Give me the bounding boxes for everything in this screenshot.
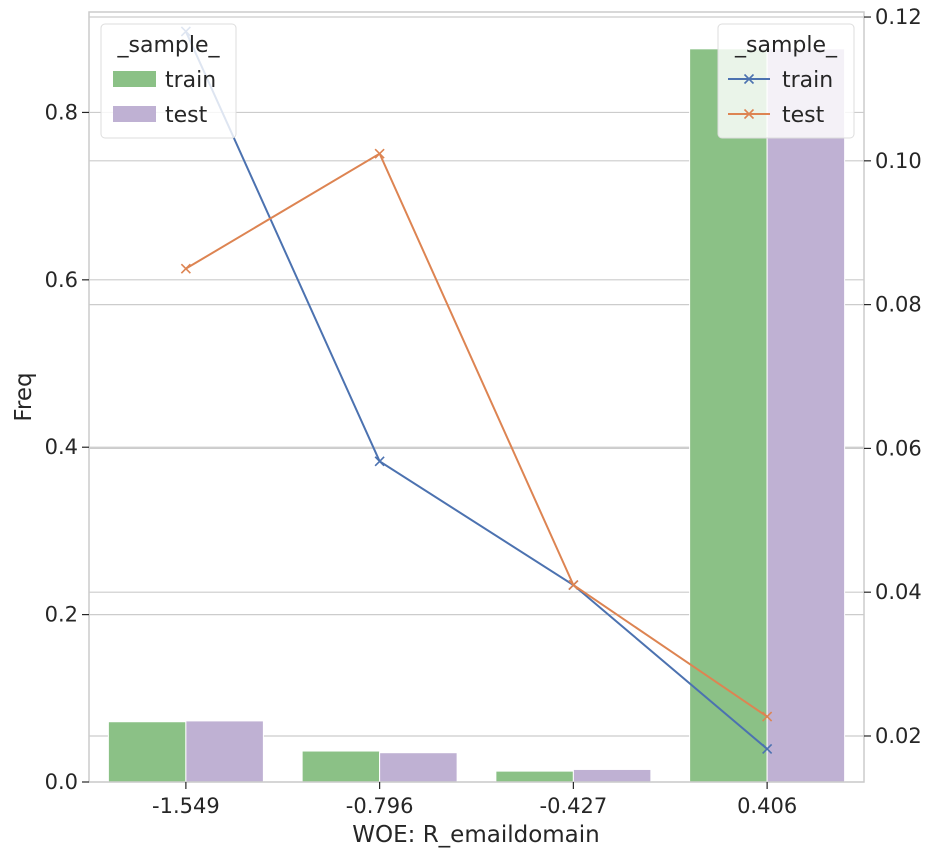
marker-test-1 (374, 148, 385, 159)
legend-title: _sample_ (117, 33, 221, 58)
legend-swatch-test (113, 106, 156, 122)
left-y-ticks: 0.0 0.2 0.4 0.6 0.8 (45, 100, 89, 794)
plot-frame (88, 11, 865, 783)
marker-train-3 (762, 743, 773, 754)
legend-lines: _sample_train test (717, 23, 855, 139)
marker-test-2 (568, 579, 579, 591)
lines (180, 26, 773, 754)
bar-train-1 (301, 750, 381, 783)
bar-test-2 (572, 768, 652, 783)
left-tick-label-1: 0.2 (45, 603, 78, 627)
bar-test-0 (185, 720, 264, 783)
legend-label-train: train (165, 68, 216, 93)
bar-test-1 (379, 752, 458, 783)
right-tick-label-0: 0.02 (875, 724, 922, 748)
line-test (185, 152, 768, 718)
right-tick-label-1: 0.04 (875, 580, 922, 604)
legend-marker-train (743, 73, 755, 85)
right-tick-label-4: 0.10 (875, 149, 922, 173)
right-y-ticks: 0.02 0.04 0.06 0.08 0.10 0.12 (864, 5, 922, 748)
x-ticks: -1.549 -0.796 -0.427 0.406 (152, 782, 797, 818)
bar-train-2 (495, 770, 574, 783)
marker-test-0 (180, 263, 191, 274)
legend-title: _sample_ (734, 33, 838, 58)
right-tick-label-2: 0.06 (875, 436, 922, 460)
bar-train-3 (689, 48, 768, 783)
right-tick-label-3: 0.08 (875, 293, 922, 317)
marker-test-3 (762, 711, 773, 722)
left-tick-label-2: 0.4 (45, 435, 78, 459)
left-tick-label-4: 0.8 (45, 100, 78, 124)
legend-bars: _sample_train test (100, 23, 237, 139)
bars (107, 48, 846, 783)
marker-train-1 (374, 456, 385, 467)
legend-box (717, 23, 855, 139)
x-tick-label-1: -0.796 (346, 794, 414, 818)
left-tick-label-0: 0.0 (45, 770, 78, 794)
x-tick-label-3: 0.406 (737, 794, 797, 818)
legend-label-train: train (782, 68, 833, 93)
bar-test-3 (766, 48, 846, 783)
line-train (184, 31, 768, 750)
bar-train-0 (107, 721, 187, 783)
x-axis-label: WOE: R_emaildomain (352, 822, 600, 848)
x-tick-label-0: -1.549 (152, 794, 220, 818)
legend-marker-test (743, 108, 755, 120)
x-tick-label-2: -0.427 (540, 794, 608, 818)
right-tick-label-5: 0.12 (875, 5, 922, 29)
y-axis-label: Freq (11, 372, 37, 421)
legend-swatch-train (113, 71, 156, 87)
left-tick-label-3: 0.6 (45, 268, 78, 292)
legend-label-test: test (165, 103, 208, 128)
legend-label-test: test (782, 103, 825, 128)
